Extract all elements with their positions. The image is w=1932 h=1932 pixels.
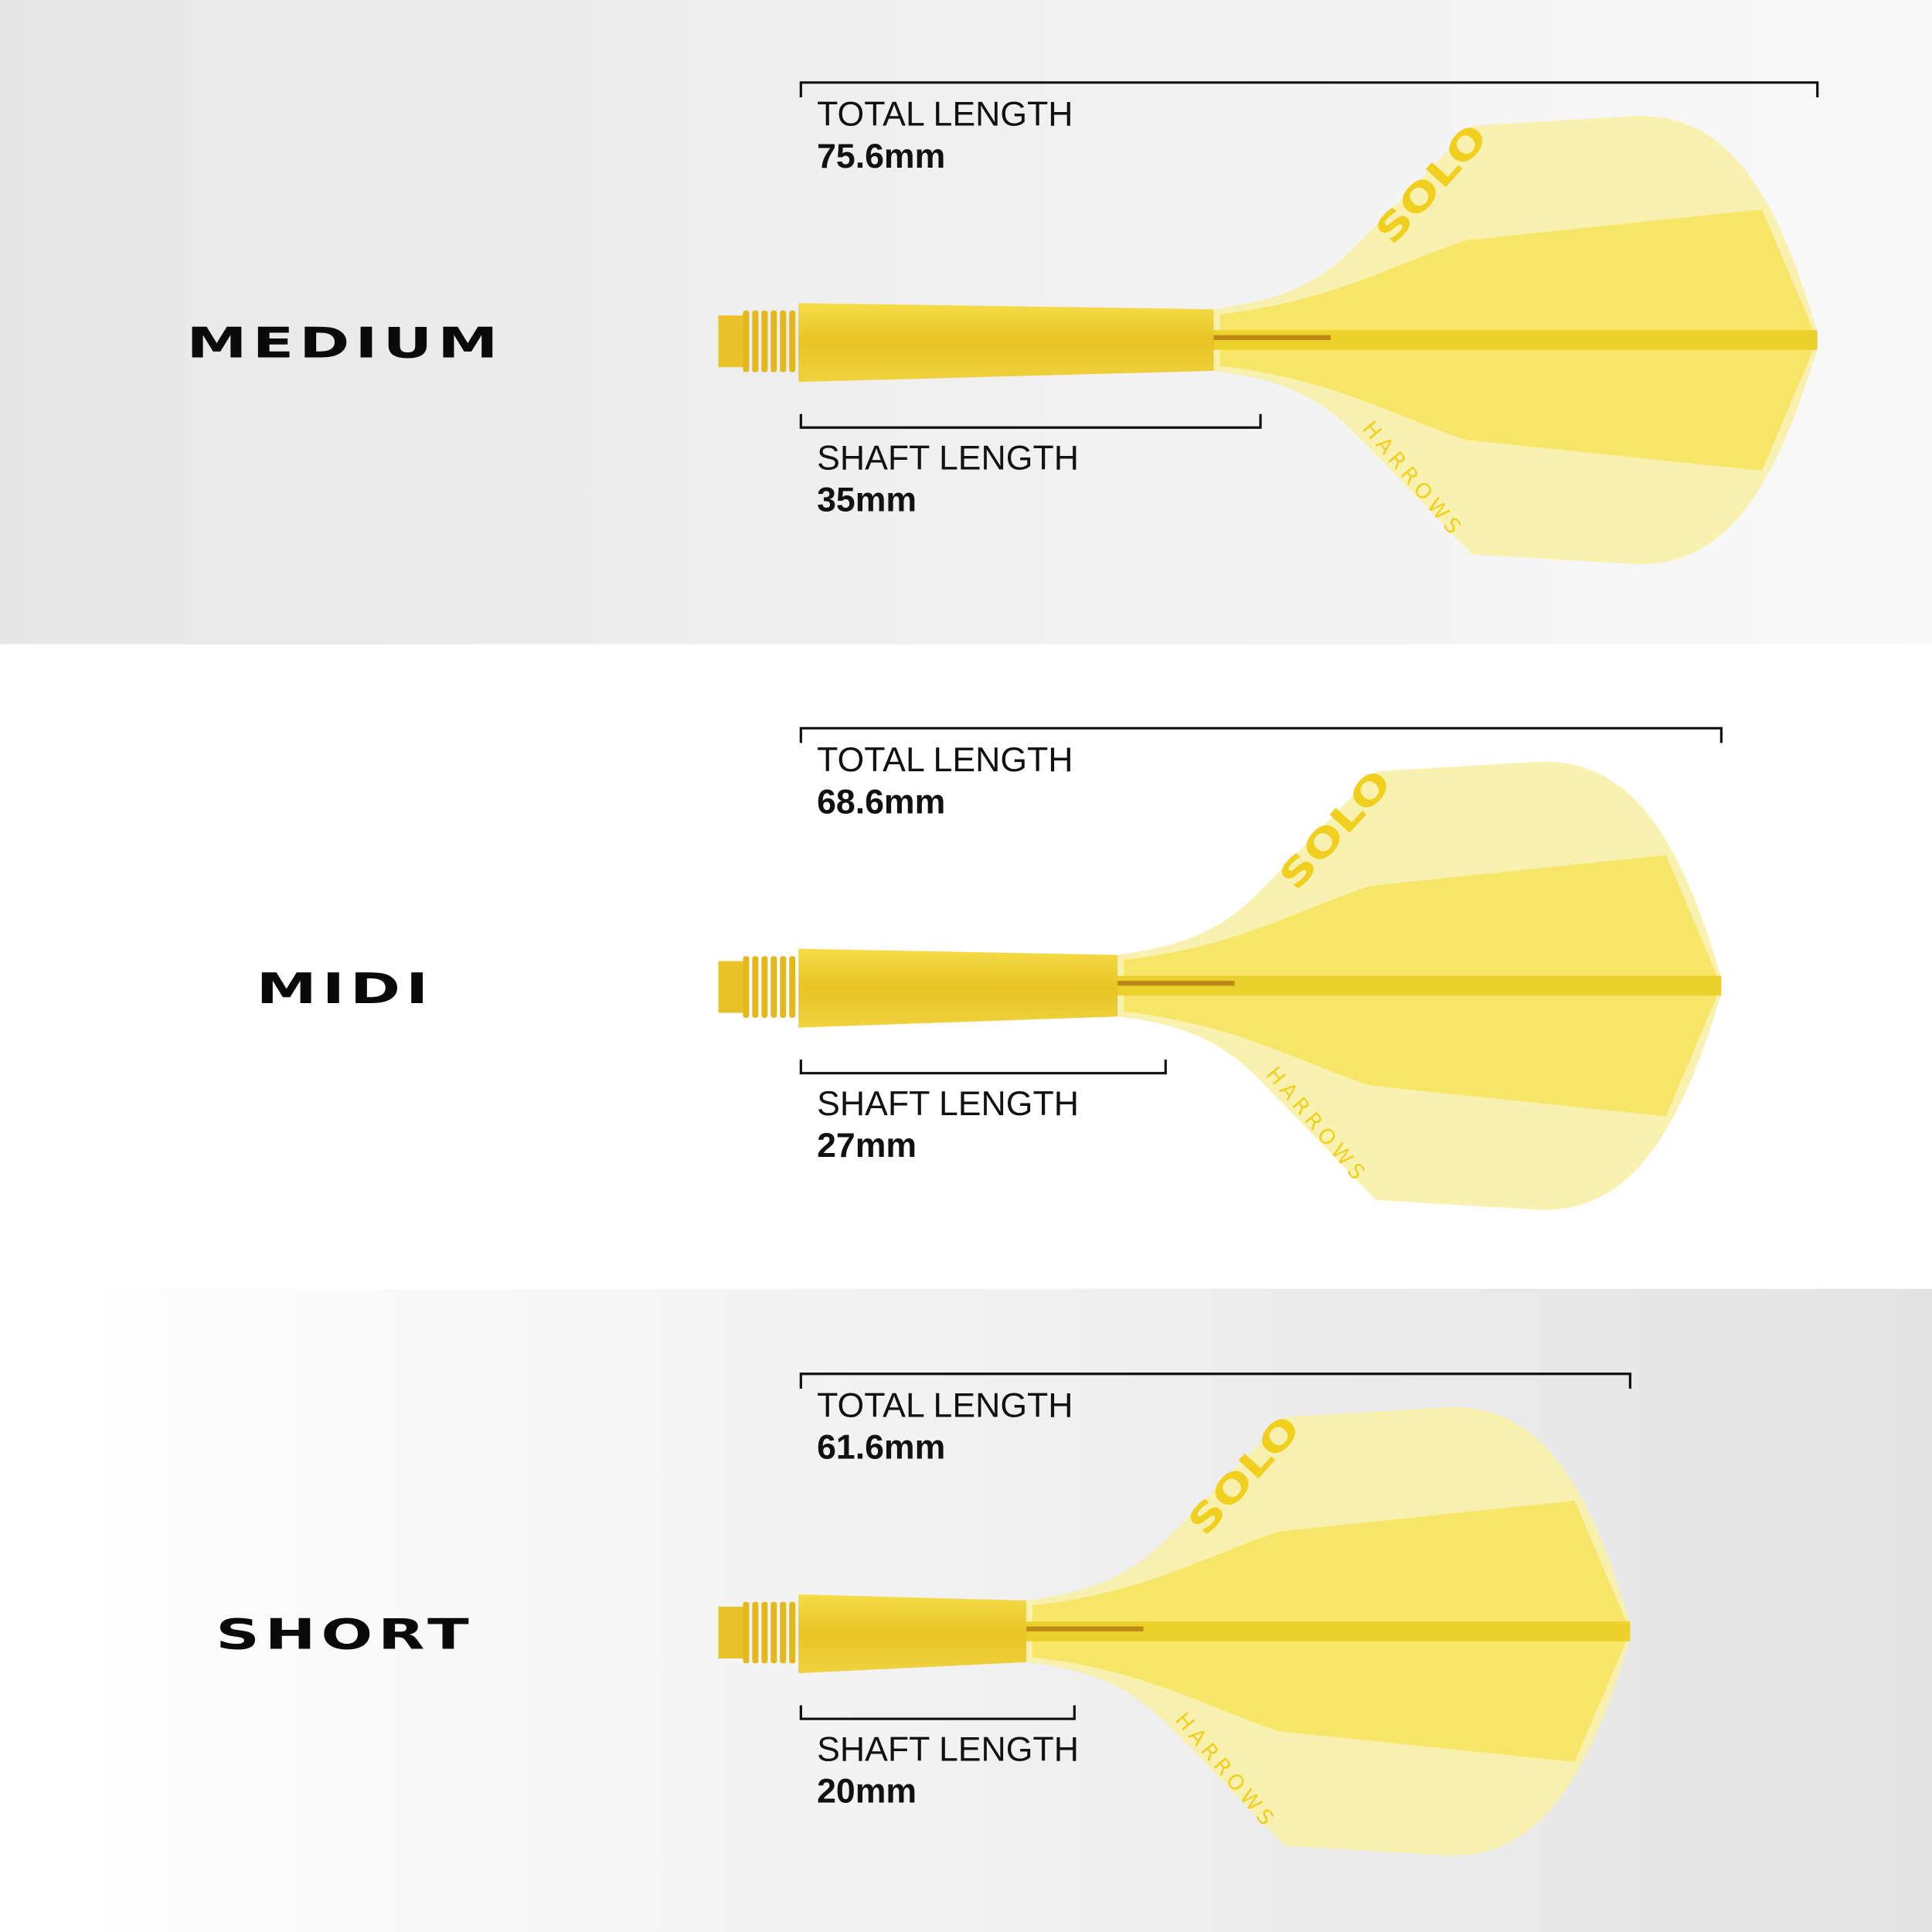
shaft xyxy=(798,303,1214,383)
total-length-bracket xyxy=(799,1372,1631,1389)
total-length-value: 75.6mm xyxy=(817,138,945,175)
shaft xyxy=(798,1594,1027,1674)
shaft-thread xyxy=(718,1601,796,1664)
total-length-bracket xyxy=(799,726,1723,743)
total-length-label: TOTAL LENGTH xyxy=(817,1387,1073,1425)
shaft-length-value: 20mm xyxy=(817,1773,917,1811)
size-label: MIDI xyxy=(257,964,434,1012)
shaft xyxy=(798,948,1118,1028)
shaft-length-label: SHAFT LENGTH xyxy=(817,439,1079,477)
shaft-thread xyxy=(718,956,796,1018)
variant-medium: MEDIUM TOTAL LENGTH 75.6mm SHAFT LENGTH 35mm… xyxy=(186,81,1819,565)
shaft-length-label: SHAFT LENGTH xyxy=(817,1730,1079,1768)
shaft-length-bracket xyxy=(799,1060,1167,1075)
shaft-length-value: 27mm xyxy=(817,1127,917,1165)
size-label: SHORT xyxy=(216,1610,474,1658)
shaft-length-value: 35mm xyxy=(817,481,917,519)
size-label: MEDIUM xyxy=(186,318,503,367)
total-length-bracket xyxy=(799,81,1819,97)
total-length-value: 61.6mm xyxy=(817,1429,945,1467)
shaft-length-label: SHAFT LENGTH xyxy=(817,1085,1079,1123)
shaft-thread xyxy=(718,310,796,372)
total-length-label: TOTAL LENGTH xyxy=(817,96,1073,134)
shaft-length-bracket xyxy=(799,1705,1076,1720)
total-length-label: TOTAL LENGTH xyxy=(817,741,1073,779)
shaft-length-bracket xyxy=(799,413,1262,429)
total-length-value: 68.6mm xyxy=(817,783,945,821)
